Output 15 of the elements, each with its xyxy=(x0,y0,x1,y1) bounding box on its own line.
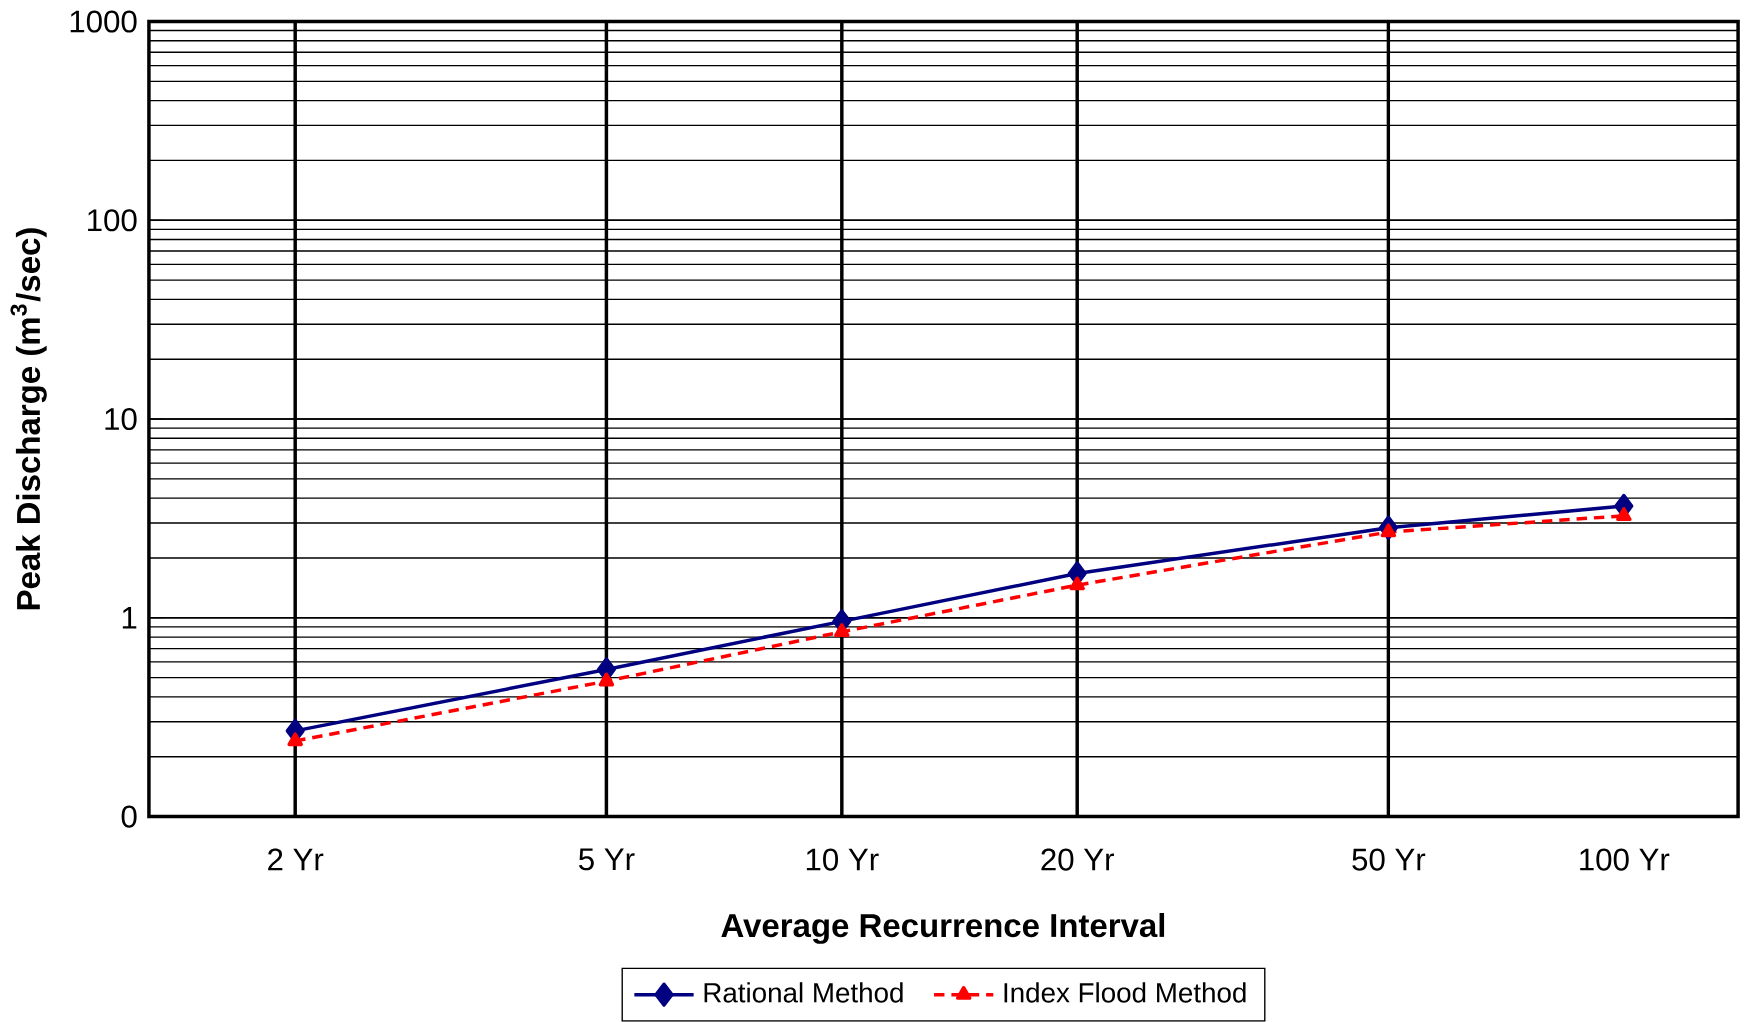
y-tick-label: 100 xyxy=(88,209,137,232)
x-tick-label: 10 Yr xyxy=(806,848,879,871)
y-tick-label: 1000 xyxy=(70,10,137,33)
y-axis-title: Peak Discharge (m$^{3}$/sec) xyxy=(10,228,47,610)
x-tick-label: 5 Yr xyxy=(579,848,635,871)
x-tick-label: 50 Yr xyxy=(1352,848,1426,871)
legend-label: Rational Method xyxy=(704,982,903,1003)
y-tick-label: 0 xyxy=(121,805,137,828)
x-axis-title: Average Recurrence Interval xyxy=(721,913,1165,945)
x-tick-label: 2 Yr xyxy=(268,848,324,871)
x-tick-label: 100 Yr xyxy=(1580,848,1670,871)
legend-label: Index Flood Method xyxy=(1004,982,1246,1003)
y-tick-label: 1 xyxy=(122,607,137,629)
x-tick-label: 20 Yr xyxy=(1041,848,1114,871)
y-tick-label: 10 xyxy=(105,408,137,431)
